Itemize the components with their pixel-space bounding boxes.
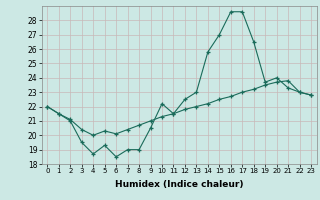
X-axis label: Humidex (Indice chaleur): Humidex (Indice chaleur) [115,180,244,189]
